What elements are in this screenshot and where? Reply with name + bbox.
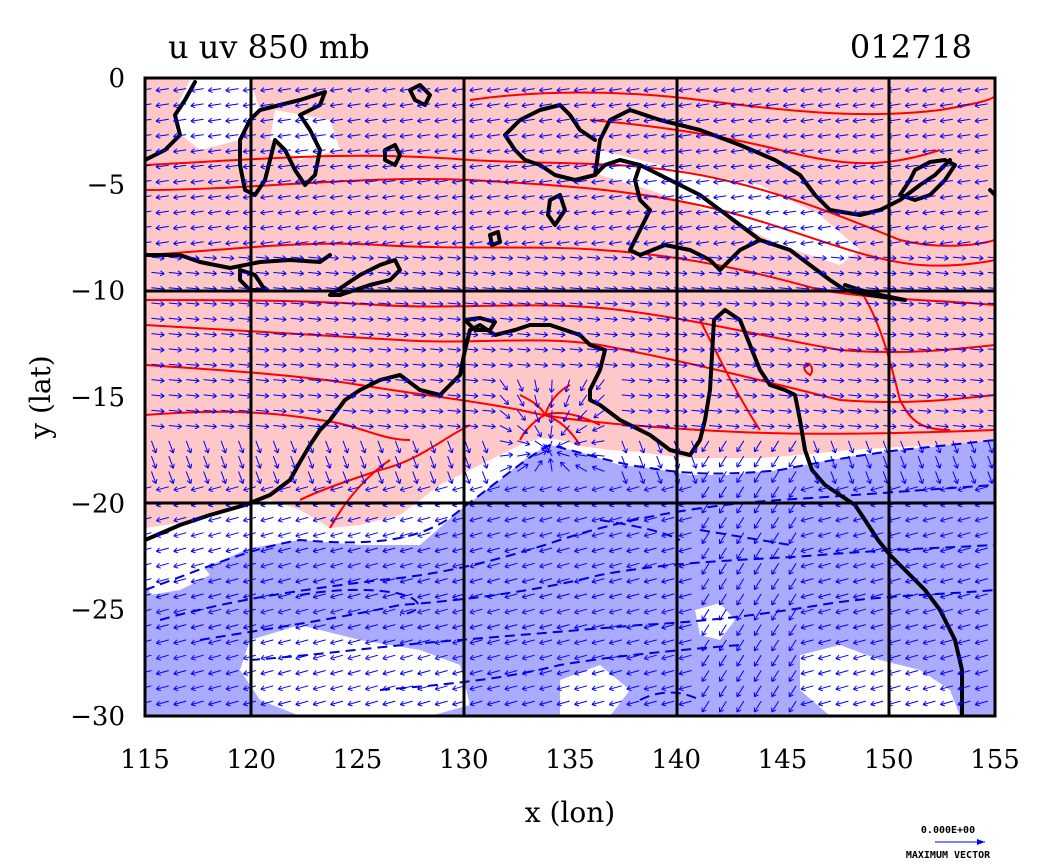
x-tick-labels: 115 120 125 130 135 140 145 150 155 [120, 745, 1020, 775]
grid-lines [145, 78, 995, 716]
coastlines [145, 80, 995, 716]
x-tick-label: 145 [758, 745, 808, 775]
white-gap-top-left [175, 80, 260, 150]
title-right: 012718 [850, 28, 972, 66]
y-tick-label: −15 [70, 383, 125, 413]
x-tick-label: 155 [970, 745, 1020, 775]
x-tick-label: 130 [439, 745, 489, 775]
title-left: u uv 850 mb [168, 28, 370, 66]
new-guinea-coast [503, 103, 952, 302]
y-tick-label: 0 [108, 64, 125, 94]
y-tick-label: −5 [87, 170, 125, 200]
legend-caption: MAXIMUM VECTOR [906, 850, 991, 861]
x-axis-label: x (lon) [525, 796, 615, 829]
y-axis-label: y (lat) [24, 355, 57, 439]
x-tick-label: 135 [545, 745, 595, 775]
legend-value: 0.000E+00 [921, 825, 975, 836]
y-tick-label: −30 [70, 702, 125, 732]
sulawesi-coast [383, 83, 432, 167]
y-tick-label: −20 [70, 489, 125, 519]
legend-arrowhead [977, 839, 985, 845]
australia-coast [145, 308, 964, 716]
white-gap-bottom-3 [800, 645, 960, 716]
vector-legend: 0.000E+00 MAXIMUM VECTOR [906, 825, 991, 861]
x-tick-label: 120 [226, 745, 276, 775]
y-tick-labels: 0 −5 −10 −15 −20 −25 −30 [70, 64, 125, 732]
x-tick-label: 125 [333, 745, 383, 775]
x-tick-label: 115 [120, 745, 170, 775]
x-tick-label: 150 [864, 745, 914, 775]
y-tick-label: −25 [70, 596, 125, 626]
java-coast [145, 253, 332, 270]
y-tick-label: −10 [70, 277, 125, 307]
plot-area [145, 78, 995, 716]
plot-frame [143, 76, 997, 718]
white-gap-bottom-1 [240, 625, 470, 716]
x-tick-label: 140 [651, 745, 701, 775]
